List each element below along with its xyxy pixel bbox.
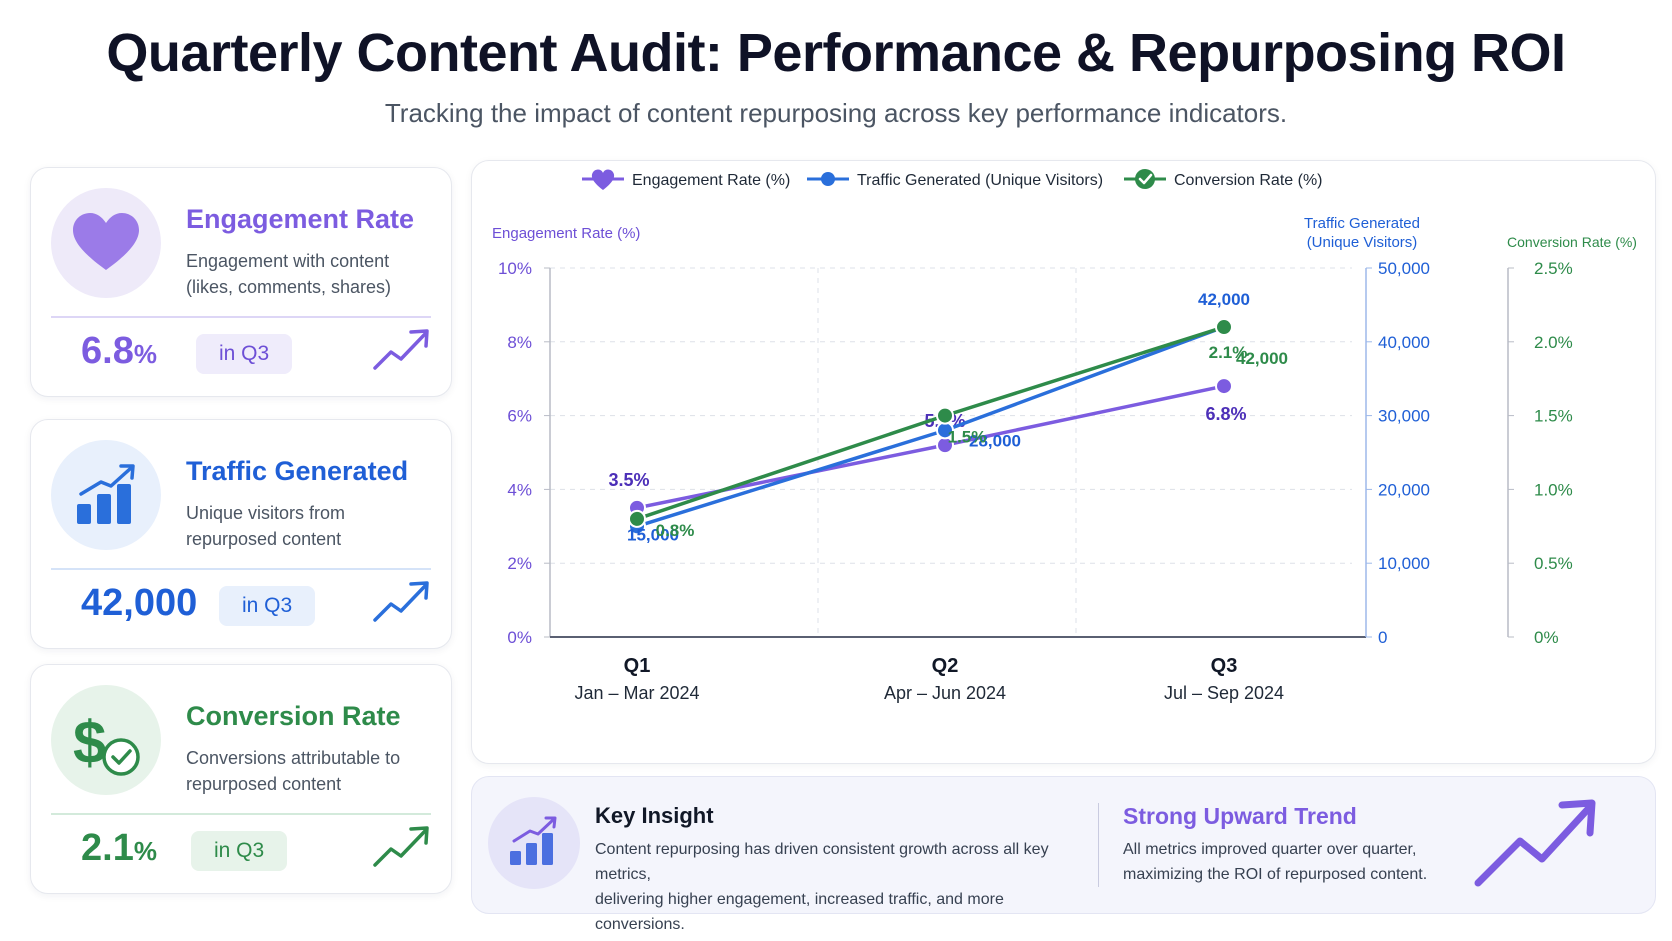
traffic-tick-label: 20,000 [1378,480,1430,499]
left-tick-label: 0% [507,628,532,647]
insight-title: Key Insight [595,803,714,828]
data-label-conversion: 2.1% [1209,343,1248,362]
x-tick-sublabel: Jul – Sep 2024 [1164,683,1284,703]
data-label-traffic: 15,000 [627,525,679,544]
legend-check-icon [1135,169,1155,189]
card-value: 6.8% [81,330,157,372]
data-label-traffic: 28,000 [969,431,1021,450]
left-tick-label: 8% [507,333,532,352]
left-tick-label: 2% [507,554,532,573]
traffic-tick-label: 0 [1378,628,1387,647]
legend-check-mark [1138,173,1153,185]
left-axis-label: Engagement Rate (%) [492,225,640,242]
line-chart: 0% 2% 4% 6% 8% 10% 0 10,000 20,000 30,000 40,000 50… [492,169,1637,703]
conversion-tick-label: 2.0% [1534,333,1573,352]
card-divider [51,813,431,815]
data-point-engagement [1215,377,1233,396]
data-point-conversion [628,509,646,528]
trend-up-icon [1470,795,1600,896]
conversion-tick-label: 0% [1534,628,1559,647]
data-label-traffic: 42,000 [1198,290,1250,309]
conversion-axis-label: Conversion Rate (%) [1507,234,1637,250]
traffic-tick-label: 40,000 [1378,333,1430,352]
traffic-generated-card: Traffic Generated Unique visitors from re… [30,419,452,649]
x-tick-sublabel: Apr – Jun 2024 [884,683,1006,703]
insight-banner: Key Insight Content repurposing has driv… [471,776,1656,933]
legend-label-traffic: Traffic Generated (Unique Visitors) [857,172,1103,189]
card-description: Engagement with content (likes, comments,… [186,251,392,297]
card-title: Engagement Rate [186,204,415,234]
card-title: Traffic Generated [186,456,409,486]
card-description: Conversions attributable to repurposed co… [186,748,401,794]
data-label-conversion: 1.5% [948,428,987,447]
trend-up-icon [371,823,431,874]
legend-label-conversion: Conversion Rate (%) [1174,172,1323,189]
x-tick-label: Q2 [932,655,959,677]
conversion-tick-label: 1.0% [1534,480,1573,499]
traffic-tick-label: 50,000 [1378,259,1430,278]
legend-heart-icon [591,169,615,190]
data-point-conversion [1215,318,1233,337]
engagement-rate-card: Engagement Rate Engagement with content(… [30,167,452,397]
svg-text:$: $ [73,709,106,776]
legend-marker-traffic [821,172,835,186]
card-badge: in Q3 [196,334,293,374]
conversion-rate-card: $ Conversion Rate Conversions attributab… [30,664,452,894]
left-tick-label: 4% [507,480,532,499]
data-label-engagement: 6.8% [1205,404,1246,424]
heart-icon [51,188,161,298]
traffic-axis-label: Traffic Generated [1304,215,1420,232]
page-title: Quarterly Content Audit: Performance & R… [106,23,1566,83]
insight-text: Content repurposing has driven consisten… [595,841,1049,933]
card-badge: in Q3 [219,586,316,626]
trend-up-icon [371,578,431,629]
x-tick-label: Q3 [1211,655,1238,677]
card-title: Conversion Rate [186,701,401,731]
insight-divider [1098,803,1099,887]
trend-up-icon [371,326,431,377]
conversion-tick-label: 1.5% [1534,407,1573,426]
card-divider [51,316,431,318]
traffic-tick-label: 30,000 [1378,407,1430,426]
conversion-tick-label: 2.5% [1534,259,1573,278]
data-label-conversion: 0.8% [656,521,695,540]
bar-chart-icon [51,440,161,550]
card-value: 42,000 [81,582,198,624]
conversion-tick-label: 0.5% [1534,554,1573,573]
card-description: Unique visitors from repurposed content [186,503,346,549]
x-tick-sublabel: Jan – Mar 2024 [574,683,699,703]
data-label-engagement: 3.5% [608,470,649,490]
x-tick-label: Q1 [624,655,651,677]
legend-label-engagement: Engagement Rate (%) [632,172,790,189]
left-tick-label: 6% [507,407,532,426]
card-value: 2.1% [81,827,157,869]
trend-title: Strong Upward Trend [1123,803,1357,829]
page-subtitle: Tracking the impact of content repurposi… [384,98,1288,128]
bar-chart-icon [488,797,580,889]
card-divider [51,568,431,570]
traffic-tick-label: 10,000 [1378,554,1430,573]
traffic-axis-label: (Unique Visitors) [1307,234,1418,251]
card-badge: in Q3 [191,831,288,871]
chart-panel: 0% 2% 4% 6% 8% 10% 0 10,000 20,000 30,000 40,000 50… [471,160,1656,764]
data-point-conversion [936,406,954,425]
extra-annotation: 42,000 [1236,349,1288,368]
dollar-check-icon: $ [51,685,161,795]
left-tick-label: 10% [498,259,532,278]
trend-text: All metrics improved quarter over quarte… [1123,841,1428,883]
